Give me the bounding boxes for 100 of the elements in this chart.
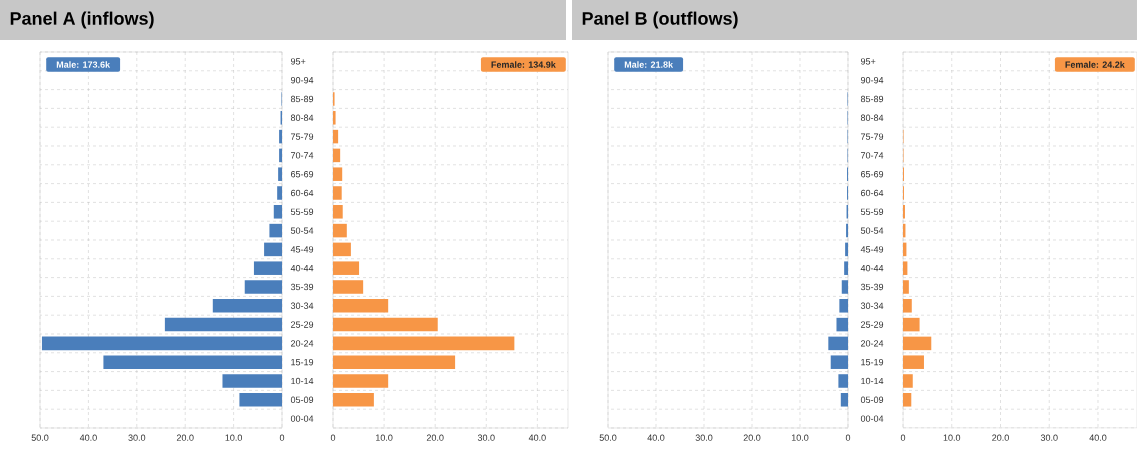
- y-tick-label: 10-14: [861, 377, 884, 385]
- y-tick-label: 65-69: [291, 171, 314, 178]
- bar: [903, 374, 913, 388]
- bar: [253, 261, 283, 275]
- y-tick-label: 50-54: [860, 227, 884, 234]
- text: Female: 134.9k: [491, 61, 556, 68]
- bar: [839, 299, 848, 313]
- x-tick-label: 30.0: [695, 434, 713, 441]
- bar: [903, 299, 912, 313]
- bar: [333, 111, 336, 125]
- y-tick-label: 15-19: [861, 359, 884, 366]
- y-tick-label: 35-39: [860, 283, 884, 291]
- bar: [841, 280, 848, 294]
- y-tick-label: 90-94: [290, 77, 314, 84]
- y-tick-label: 10-14: [291, 377, 314, 385]
- x-tick-label: 40.0: [1089, 434, 1107, 441]
- y-tick-label: 30-34: [860, 302, 884, 309]
- chart-title: Panel A (inflows): [10, 11, 154, 29]
- bar: [278, 167, 283, 181]
- bar: [264, 242, 283, 257]
- bar: [244, 280, 283, 294]
- x-tick-label: 20.0: [743, 434, 761, 441]
- bar: [903, 336, 932, 351]
- y-tick-label: 60-64: [860, 189, 884, 197]
- bar: [333, 374, 389, 388]
- x-tick-label: 40.0: [528, 434, 546, 441]
- text: Male: 21.8k: [624, 61, 674, 68]
- chart-title: Panel B (outflows): [582, 11, 738, 29]
- y-tick-label: 90-94: [860, 77, 884, 84]
- y-tick-label: 45-49: [290, 246, 314, 253]
- bar: [333, 205, 343, 219]
- y-tick-label: 00-04: [290, 415, 314, 422]
- x-tick-label: 30.0: [1040, 434, 1058, 441]
- bar: [103, 355, 283, 369]
- bar: [838, 374, 848, 388]
- bar: [333, 393, 374, 407]
- y-tick-label: 40-44: [860, 265, 884, 272]
- bar: [903, 280, 909, 294]
- y-tick-label: 55-59: [860, 208, 884, 215]
- bar: [212, 299, 283, 313]
- x-tick-label: 20.0: [426, 434, 444, 441]
- bar: [903, 261, 908, 275]
- bar: [903, 317, 920, 332]
- x-tick-label: 10.0: [225, 434, 243, 441]
- y-tick-label: 20-24: [860, 340, 884, 347]
- bar: [903, 393, 912, 407]
- x-tick-label: 0: [845, 434, 851, 441]
- text: Male: 173.6k: [56, 61, 111, 68]
- y-tick-label: 30-34: [290, 302, 314, 309]
- bar: [279, 148, 283, 163]
- y-tick-label: 40-44: [290, 265, 314, 272]
- y-tick-label: 05-09: [290, 396, 314, 403]
- y-tick-label: 80-84: [860, 114, 884, 121]
- x-tick-label: 50.0: [31, 434, 49, 441]
- bar: [41, 336, 283, 351]
- bar: [269, 223, 283, 238]
- y-tick-label: 80-84: [290, 114, 314, 121]
- y-tick-label: 45-49: [860, 246, 884, 253]
- y-tick-label: 70-74: [291, 152, 314, 159]
- bar: [239, 393, 283, 407]
- x-tick-label: 0: [900, 434, 906, 441]
- y-tick-label: 05-09: [860, 396, 884, 403]
- y-tick-label: 75-79: [291, 133, 314, 140]
- y-tick-label: 00-04: [860, 415, 884, 422]
- bar: [844, 261, 848, 275]
- bar: [828, 336, 848, 351]
- bar: [333, 129, 339, 144]
- bar: [333, 280, 364, 294]
- bar: [333, 167, 343, 181]
- bar: [845, 242, 848, 257]
- x-tick-label: 30.0: [128, 434, 146, 441]
- y-tick-label: 95+: [290, 58, 306, 65]
- x-tick-label: 40.0: [647, 434, 665, 441]
- x-tick-label: 10.0: [376, 434, 393, 441]
- bar: [333, 355, 456, 369]
- text: Female: 24.2k: [1065, 61, 1125, 68]
- bar: [836, 317, 848, 332]
- x-tick-label: 10.0: [791, 434, 809, 441]
- bar: [840, 393, 848, 407]
- y-tick-label: 75-79: [860, 133, 884, 140]
- bar: [333, 261, 360, 275]
- y-tick-label: 25-29: [860, 321, 884, 328]
- bar: [279, 129, 283, 144]
- x-tick-label: 30.0: [477, 434, 495, 441]
- x-tick-label: 50.0: [599, 434, 617, 441]
- bar: [164, 317, 283, 332]
- y-tick-label: 85-89: [290, 95, 314, 103]
- bar: [830, 355, 848, 369]
- y-tick-label: 15-19: [291, 359, 314, 366]
- x-tick-label: 20.0: [176, 434, 194, 441]
- x-tick-label: 40.0: [79, 434, 97, 441]
- y-tick-label: 55-59: [290, 208, 314, 215]
- bar: [333, 336, 515, 351]
- bar: [277, 186, 283, 200]
- y-tick-label: 85-89: [860, 95, 884, 103]
- bar: [273, 205, 283, 219]
- x-tick-label: 0: [330, 434, 336, 441]
- bar: [333, 148, 341, 163]
- bar: [333, 223, 347, 238]
- x-tick-label: 20.0: [992, 434, 1009, 441]
